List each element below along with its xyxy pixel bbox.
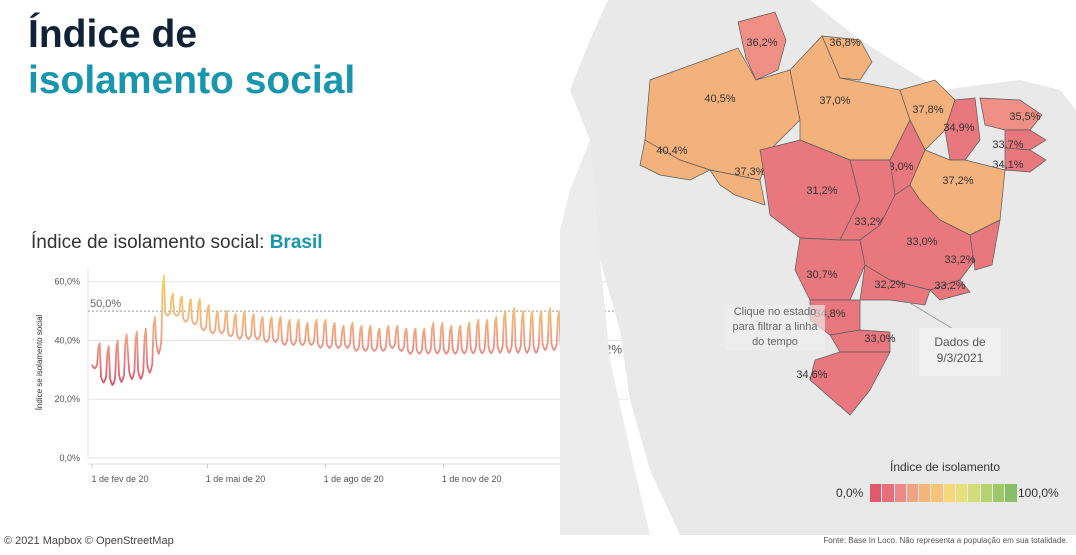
- x-tick-label: 1 de ago de 20: [324, 474, 384, 484]
- state-region[interactable]: [1004, 147, 1047, 173]
- state-value-label: 37,0%: [819, 95, 850, 107]
- state-region[interactable]: [709, 169, 766, 206]
- state-value-label: 36,2%: [746, 37, 777, 49]
- state-region[interactable]: [1004, 129, 1047, 151]
- y-axis-title: Índice se isolamento social: [35, 314, 44, 410]
- pacific-coast-land: [560, 140, 650, 535]
- chart-heading-region: Brasil: [269, 232, 323, 253]
- state-value-label: 37,2%: [942, 175, 973, 187]
- state-region[interactable]: [737, 11, 787, 81]
- legend-swatch: [906, 484, 919, 502]
- state-value-label: 37,8%: [912, 104, 943, 116]
- legend-min-label: 0,0%: [836, 486, 864, 500]
- source-note: Fonte: Base In Loco. Não representa a po…: [823, 536, 1068, 545]
- legend-swatch: [956, 484, 968, 502]
- legend-swatch: [943, 484, 956, 502]
- state-value-label: 32,2%: [874, 279, 905, 291]
- state-value-label: 33,0%: [906, 236, 937, 248]
- legend-swatch: [870, 484, 882, 502]
- legend-swatch: [931, 484, 943, 502]
- x-tick-label: 1 de fev de 20: [91, 474, 148, 484]
- state-region[interactable]: [639, 139, 711, 181]
- data-date-note: Dados de 9/3/2021: [919, 328, 1001, 376]
- legend-swatch: [882, 484, 894, 502]
- state-value-label: 34,9%: [943, 122, 974, 134]
- reference-line-label: 50,0%: [90, 298, 121, 310]
- state-value-label: 30,7%: [806, 269, 837, 281]
- state-value-label: 33,7%: [992, 139, 1023, 151]
- legend-swatch: [992, 484, 1005, 502]
- legend-swatch: [980, 484, 992, 502]
- state-region[interactable]: [809, 351, 891, 416]
- series-line: [91, 274, 609, 386]
- legend-swatch: [968, 484, 980, 502]
- legend-max-label: 100,0%: [1018, 486, 1059, 500]
- y-tick-label: 0,0%: [59, 453, 80, 463]
- state-region[interactable]: [794, 237, 866, 301]
- state-value-label: 31,2%: [806, 185, 837, 197]
- legend-swatch: [1005, 484, 1017, 502]
- state-value-label: 34,6%: [796, 369, 827, 381]
- chart-heading: Índice de isolamento social: Brasil: [31, 232, 323, 254]
- legend-title: Índice de isolamento: [890, 460, 1001, 474]
- state-value-label: 40,5%: [704, 93, 735, 105]
- chart-heading-prefix: Índice de isolamento social:: [31, 232, 265, 253]
- x-tick-label: 1 de mai de 20: [206, 474, 266, 484]
- state-value-label: 36,8%: [829, 37, 860, 49]
- y-tick-label: 40,0%: [54, 335, 80, 345]
- map-credit[interactable]: © 2021 Mapbox © OpenStreetMap: [4, 535, 174, 547]
- title-line-2: isolamento social: [28, 59, 356, 102]
- state-value-label: 37,3%: [734, 166, 765, 178]
- state-value-label: 35,5%: [1009, 111, 1040, 123]
- y-tick-label: 60,0%: [54, 277, 80, 287]
- legend-swatch: [894, 484, 906, 502]
- state-value-label: 33,0%: [864, 333, 895, 345]
- state-region[interactable]: [969, 219, 1001, 271]
- state-value-label: 33,2%: [934, 280, 965, 292]
- isolation-line-chart[interactable]: 0,0% 20,0% 40,0% 60,0% Índice se isolamento …: [30, 262, 630, 497]
- x-tick-label: 1 de nov de 20: [442, 474, 502, 484]
- state-value-label: 33,2%: [854, 216, 885, 228]
- title-line-1: Índice de: [28, 13, 198, 56]
- legend-color-bar: [870, 484, 1017, 502]
- date-pointer-line: [904, 299, 956, 331]
- map-hint: Clique no estado para filtrar a linha do…: [725, 305, 825, 350]
- state-region[interactable]: [929, 279, 971, 301]
- y-tick-label: 20,0%: [54, 394, 80, 404]
- state-region[interactable]: [829, 329, 891, 353]
- page-title: Índice de isolamento social: [28, 12, 355, 104]
- legend-swatch: [919, 484, 931, 502]
- state-value-label: 34,1%: [992, 159, 1023, 171]
- state-value-label: 40,4%: [656, 145, 687, 157]
- state-value-label: 33,2%: [944, 254, 975, 266]
- brazil-choropleth-map[interactable]: 36,2% 36,8% 40,5% 37,0% 37,8%34,9% 35,5% 33,7%…: [560, 0, 1076, 535]
